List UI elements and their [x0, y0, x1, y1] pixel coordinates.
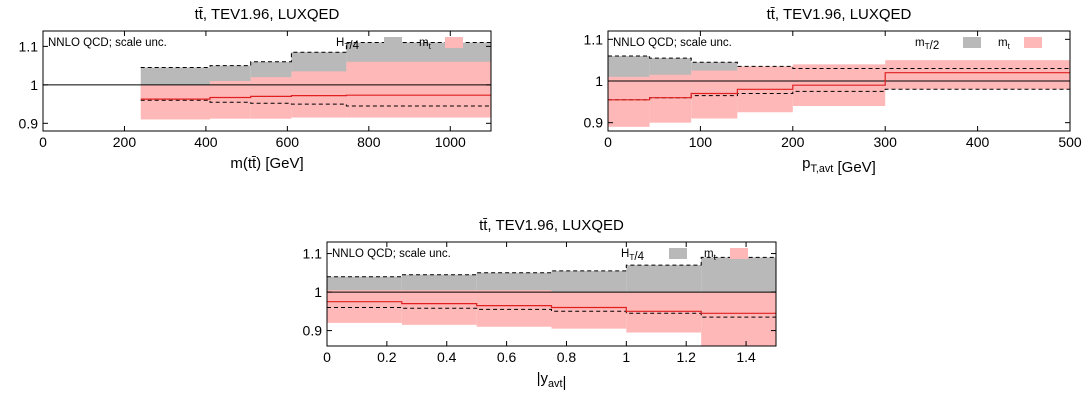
plot-area [43, 42, 491, 120]
plot-frame [42, 30, 492, 132]
central-line-red [327, 301, 776, 314]
chart-title: tt̄, TEV1.96, LUXQED [767, 6, 912, 23]
x-tick-label: 1000 [435, 134, 466, 150]
band-pink-bin-5 [626, 292, 702, 333]
band-pink-bin-3 [250, 77, 292, 119]
band-pink-bin-6 [885, 60, 1070, 90]
chart-panel-3: 0 0.2 0.4 0.6 0.8 1 1.2 1.4 0.9 1 1.1 tt̄, TEV1.96,… [303, 217, 777, 391]
legend-swatch-2 [445, 37, 463, 48]
band-pink-bin-1 [140, 84, 210, 120]
y-tick-label: 0.9 [584, 115, 604, 131]
x-tick-label: 0 [39, 134, 47, 150]
x-tick-label: 0 [323, 349, 331, 365]
x-tick-label: 0.4 [437, 349, 457, 365]
legend-swatch-2 [730, 248, 748, 259]
y-tick-label: 1.1 [19, 38, 39, 54]
band-grey-upper-edge [140, 42, 491, 68]
band-grey-upper-edge [327, 256, 776, 278]
chart-panel-1: 0 200 400 600 800 1000 0.9 1 1.1 tt̄, TEV1.96, LU… [19, 6, 492, 172]
chart-panel-2: 0 100 200 300 400 500 0.9 1 1.1 tt̄, TEV1.96, LUX… [584, 6, 1082, 176]
central-line-red [140, 94, 491, 100]
band-pink-bin-1 [327, 290, 402, 323]
x-tick-label: 500 [1058, 134, 1082, 150]
x-tick-label: 800 [357, 134, 381, 150]
chart-title: tt̄, TEV1.96, LUXQED [195, 6, 340, 23]
legend-label-1: HT/4 [336, 37, 360, 52]
band-pink-bin-1 [608, 76, 650, 127]
y-tick-label: 1.1 [584, 31, 604, 47]
band-grey-upper-edge [608, 55, 1070, 69]
y-tick-label: 0.9 [303, 323, 323, 339]
legend-label-1: HT/4 [621, 248, 645, 263]
chart-title: tt̄, TEV1.96, LUXQED [479, 217, 624, 234]
x-axis-label: |yavt| [537, 370, 567, 391]
band-pink-bin-3 [476, 290, 552, 327]
x-tick-label: 100 [689, 134, 713, 150]
x-tick-label: 200 [781, 134, 805, 150]
band-pink-bin-2 [649, 74, 692, 123]
legend-label-1: mT/2 [915, 37, 939, 52]
legend-label-2: mt [704, 248, 717, 262]
x-tick-label: 1.2 [676, 349, 696, 365]
plot-frame [326, 241, 777, 347]
plot-area [608, 55, 1070, 127]
x-tick-label: 0 [604, 134, 612, 150]
x-tick-label: 200 [113, 134, 137, 150]
annotation: NNLO QCD; scale unc. [48, 37, 167, 49]
x-tick-label: 600 [276, 134, 300, 150]
x-tick-label: 0.6 [497, 349, 517, 365]
x-tick-label: 400 [966, 134, 990, 150]
x-axis-label: pT,avt [GeV] [802, 155, 876, 176]
y-tick-label: 1 [314, 284, 322, 300]
y-tick-label: 1 [595, 73, 603, 89]
y-tick-label: 1.1 [303, 246, 323, 262]
band-pink-bin-4 [551, 292, 627, 329]
annotation: NNLO QCD; scale unc. [613, 37, 732, 49]
x-tick-label: 300 [874, 134, 898, 150]
annotation: NNLO QCD; scale unc. [332, 248, 451, 260]
band-pink-bin-5 [346, 61, 491, 118]
central-line-red [608, 72, 1070, 101]
y-tick-label: 0.9 [19, 115, 39, 131]
x-tick-label: 1 [622, 349, 630, 365]
x-axis-label: m(tt̄) [GeV] [230, 155, 303, 172]
x-tick-label: 400 [194, 134, 218, 150]
legend-swatch-1 [384, 37, 402, 48]
y-tick-label: 1 [30, 77, 38, 93]
x-tick-label: 1.4 [736, 349, 756, 365]
band-pink-bin-4 [291, 71, 347, 118]
legend-swatch-1 [963, 37, 981, 48]
band-pink-bin-2 [401, 290, 477, 325]
legend-label-2: mt [998, 37, 1011, 51]
band-grey-lower-edge [140, 99, 491, 107]
band-pink-bin-2 [209, 81, 251, 119]
legend-swatch-2 [1024, 37, 1042, 48]
x-tick-label: 0.8 [557, 349, 577, 365]
x-tick-label: 0.2 [377, 349, 397, 365]
legend-swatch-1 [669, 248, 687, 259]
band-grey-lower-edge [327, 307, 776, 318]
legend-label-2: mt [419, 37, 432, 51]
band-pink-bin-6 [701, 292, 776, 346]
plot-area [327, 256, 776, 346]
band-pink-bin-3 [691, 70, 738, 119]
